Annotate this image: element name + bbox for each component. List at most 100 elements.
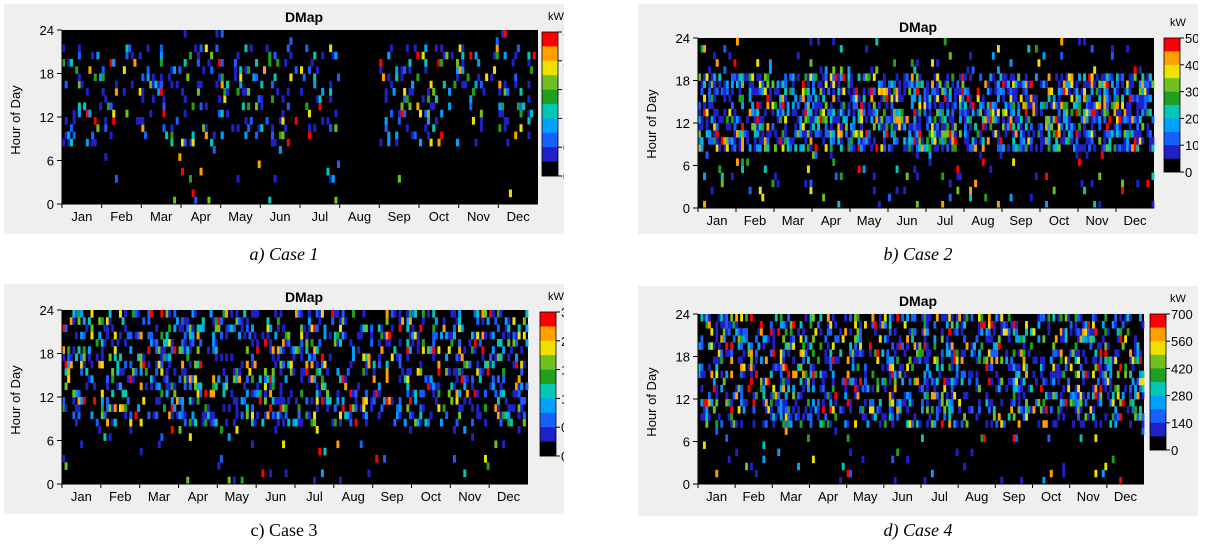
colorbar-tick-label: 40: [1185, 58, 1198, 73]
heatmap-cell: [320, 397, 324, 405]
heatmap-cell: [496, 411, 500, 420]
heatmap-cell: [173, 310, 177, 318]
heatmap-cell: [503, 88, 507, 96]
heatmap-cell: [1067, 123, 1071, 131]
heatmap-cell: [774, 172, 777, 181]
heatmap-cell: [1088, 73, 1092, 81]
heatmap-cell: [95, 353, 99, 362]
heatmap-cell: [1110, 52, 1114, 60]
heatmap-cell: [108, 353, 112, 362]
heatmap-cell: [1014, 130, 1018, 138]
heatmap-cell: [928, 151, 932, 159]
heatmap-cell: [713, 123, 717, 131]
heatmap-cell: [970, 448, 974, 457]
heatmap-cell: [758, 115, 762, 124]
heatmap-cell: [842, 87, 846, 96]
heatmap-cell: [305, 368, 309, 376]
heatmap-cell: [1054, 370, 1058, 379]
heatmap-cell: [349, 418, 353, 427]
heatmap-cell: [147, 317, 151, 325]
heatmap-cell: [999, 73, 1003, 81]
heatmap-cell: [149, 80, 153, 89]
heatmap-cell: [1075, 87, 1079, 96]
heatmap-cell: [1109, 377, 1113, 386]
heatmap-cell: [424, 109, 428, 118]
heatmap-cell: [986, 108, 990, 117]
heatmap-cell: [757, 328, 761, 336]
heatmap-cell: [1080, 115, 1084, 124]
heatmap-cell: [1083, 186, 1086, 195]
heatmap-cell: [403, 66, 407, 74]
heatmap-cell: [794, 108, 798, 117]
heatmap-cell: [794, 144, 798, 152]
heatmap-cell: [289, 360, 293, 369]
heatmap-cell: [240, 476, 244, 485]
heatmap-cell: [832, 38, 836, 46]
heatmap-cell: [315, 360, 319, 369]
heatmap-cell: [946, 130, 950, 138]
heatmap-cell: [165, 331, 169, 340]
heatmap-cell: [811, 370, 815, 379]
heatmap-cell: [390, 324, 394, 333]
heatmap-cell: [809, 73, 813, 81]
heatmap-cell: [300, 310, 304, 318]
colorbar-tick-label: 140: [1171, 416, 1193, 431]
heatmap-cell: [1022, 356, 1026, 364]
heatmap-cell: [121, 368, 125, 376]
heatmap-cell: [888, 321, 892, 329]
heatmap-cell: [746, 158, 750, 166]
heatmap-cell: [1114, 413, 1118, 421]
colorbar-tick-label: 0: [1171, 443, 1178, 458]
heatmap-cell: [67, 360, 71, 369]
heatmap-cell: [933, 87, 937, 96]
heatmap-cell: [64, 462, 68, 470]
heatmap-cell: [1017, 363, 1021, 372]
heatmap-cell: [738, 94, 742, 103]
heatmap-cell: [1093, 200, 1097, 209]
heatmap-cell: [969, 115, 972, 124]
heatmap-cell: [794, 130, 798, 138]
heatmap-cell: [214, 346, 218, 354]
heatmap-cell: [178, 66, 182, 74]
heatmap-cell: [766, 101, 770, 110]
heatmap-cell: [357, 346, 361, 354]
heatmap-cell: [1009, 108, 1013, 117]
heatmap-cell: [375, 455, 379, 463]
heatmap-cell: [471, 117, 475, 125]
heatmap-cell: [398, 404, 402, 412]
heatmap-cell: [247, 102, 251, 111]
heatmap-cell: [1126, 108, 1130, 117]
y-tick-label: 6: [47, 154, 54, 169]
heatmap-cell: [450, 331, 454, 340]
heatmap-cell: [113, 404, 117, 412]
heatmap-cell: [432, 382, 436, 391]
heatmap-cell: [792, 356, 796, 364]
heatmap-cell: [351, 310, 355, 318]
heatmap-cell: [424, 124, 428, 132]
heatmap-cell: [103, 411, 107, 420]
heatmap-cell: [1020, 406, 1023, 414]
heatmap-cell: [811, 349, 815, 357]
heatmap-cell: [768, 59, 772, 67]
heatmap-cell: [855, 94, 858, 103]
heatmap-cell: [1009, 94, 1013, 103]
heatmap-cell: [905, 137, 909, 145]
heatmap-cell: [1012, 108, 1016, 117]
heatmap-cell: [811, 335, 815, 343]
heatmap-cell: [875, 144, 879, 152]
heatmap-cell: [979, 101, 983, 110]
heatmap-cell: [129, 375, 133, 383]
heatmap-cell: [282, 404, 286, 412]
heatmap-cell: [735, 448, 739, 457]
colorbar-unit: kW: [1170, 293, 1187, 305]
heatmap-cell: [817, 101, 820, 110]
heatmap-cell: [385, 310, 389, 318]
heatmap-cell: [768, 66, 772, 74]
heatmap-cell: [468, 360, 472, 369]
heatmap-cell: [403, 88, 407, 96]
heatmap-cell: [1017, 101, 1021, 110]
heatmap-cell: [159, 44, 163, 53]
heatmap-cell: [204, 404, 208, 412]
heatmap-cell: [1105, 101, 1109, 110]
heatmap-cell: [512, 339, 516, 347]
